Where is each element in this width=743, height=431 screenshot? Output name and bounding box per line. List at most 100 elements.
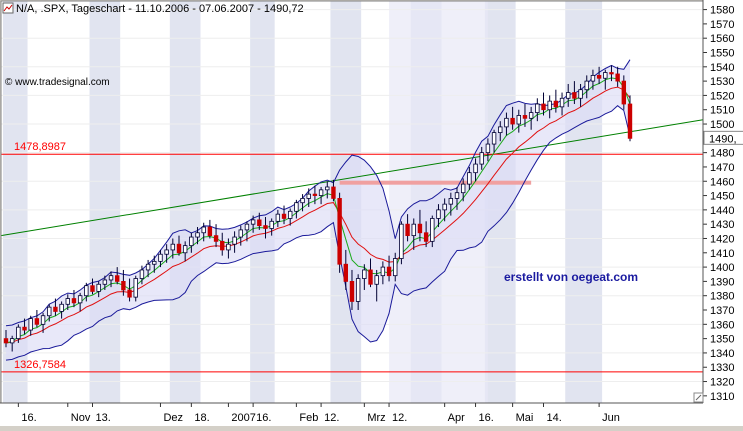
- candle: [572, 81, 577, 105]
- y-tick-label: 1390: [710, 276, 734, 288]
- candle-body: [250, 219, 256, 225]
- candle: [312, 185, 318, 205]
- candle: [28, 315, 33, 336]
- candle: [596, 66, 602, 84]
- candle: [343, 249, 349, 290]
- candle: [541, 92, 546, 116]
- candle-body: [195, 232, 200, 238]
- candle: [115, 267, 120, 285]
- candle: [374, 269, 379, 302]
- candle-body: [182, 245, 188, 254]
- y-tick-label: 1540: [710, 62, 734, 74]
- y-tick-label: 1410: [710, 248, 734, 260]
- candle-body: [65, 298, 70, 305]
- current-price-label: 1490,: [709, 133, 737, 145]
- candle-body: [238, 229, 243, 238]
- y-tick-label: 1350: [710, 334, 734, 346]
- chart-menu-icon[interactable]: [2, 2, 14, 14]
- candle: [609, 65, 614, 82]
- reference-label-lower: 1326,7584: [14, 359, 66, 371]
- candle-body: [559, 97, 565, 108]
- candle-body: [337, 198, 342, 265]
- y-tick-label: 1520: [710, 90, 734, 102]
- candle-body: [152, 260, 157, 265]
- candle-body: [442, 203, 447, 211]
- resistance-zone: [339, 180, 532, 185]
- x-tick-label: Dez: [163, 412, 183, 424]
- candle-body: [77, 295, 83, 304]
- resize-grip-icon[interactable]: [693, 392, 704, 403]
- chart-title: N/A, .SPX, Tageschart - 11.10.2006 - 07.…: [16, 3, 304, 15]
- candle: [473, 158, 478, 182]
- candle: [380, 261, 386, 285]
- candle: [479, 146, 484, 170]
- candle: [294, 199, 299, 219]
- candle: [621, 75, 627, 110]
- candle: [337, 192, 342, 273]
- x-tick-label: 16.: [21, 412, 36, 424]
- candle-body: [3, 338, 9, 344]
- candle: [275, 209, 281, 228]
- candle: [22, 318, 27, 335]
- x-tick-label: Feb: [299, 412, 318, 424]
- candle-body: [275, 213, 281, 222]
- candle: [615, 66, 620, 87]
- candle: [47, 304, 52, 322]
- y-tick-label: 1480: [710, 148, 734, 160]
- y-tick-label: 1510: [710, 105, 734, 117]
- candle: [584, 75, 589, 99]
- candle: [448, 192, 454, 216]
- candle: [306, 188, 311, 208]
- copyright-label: © www.tradesignal.com: [5, 77, 110, 88]
- candle-body: [281, 213, 287, 219]
- candle-body: [287, 210, 293, 219]
- candle-body: [553, 100, 559, 108]
- candle: [393, 252, 398, 282]
- candle-body: [485, 143, 491, 154]
- candle-body: [207, 226, 213, 237]
- candle: [522, 104, 528, 127]
- candle-body: [312, 193, 318, 196]
- candle: [3, 330, 9, 348]
- candle-body: [232, 236, 237, 245]
- candle: [238, 225, 243, 246]
- candle: [516, 109, 521, 133]
- candle-body: [331, 186, 336, 199]
- candle: [53, 298, 58, 316]
- candle-body: [325, 186, 330, 191]
- y-tick-label: 1450: [710, 191, 734, 203]
- candle-body: [479, 152, 484, 165]
- candle: [9, 335, 15, 352]
- candle: [16, 324, 21, 343]
- candle: [454, 186, 460, 210]
- candle: [386, 255, 392, 282]
- candle-body: [96, 283, 101, 292]
- candle: [559, 92, 565, 116]
- time-band-7: [565, 1, 603, 403]
- reference-label-upper: 1478,8987: [14, 141, 66, 153]
- y-tick-label: 1440: [710, 205, 734, 217]
- candle: [77, 292, 83, 312]
- candle: [405, 214, 410, 242]
- candle-body: [491, 132, 497, 145]
- candle: [164, 244, 169, 263]
- candle-body: [393, 258, 398, 277]
- candle-body: [603, 72, 608, 79]
- candle: [201, 222, 206, 242]
- candle: [442, 198, 447, 222]
- candle: [182, 241, 188, 262]
- x-tick-label: 16.: [479, 412, 494, 424]
- candle-body: [108, 275, 114, 281]
- candle: [566, 83, 571, 107]
- y-tick-label: 1460: [710, 176, 734, 188]
- candle: [423, 221, 429, 248]
- candle: [535, 98, 540, 122]
- candle-body: [590, 74, 596, 82]
- candle-body: [541, 103, 546, 111]
- candle-body: [269, 220, 274, 229]
- candle: [257, 212, 262, 230]
- candle: [195, 227, 200, 245]
- candle-body: [244, 223, 250, 231]
- y-tick-label: 1360: [710, 319, 734, 331]
